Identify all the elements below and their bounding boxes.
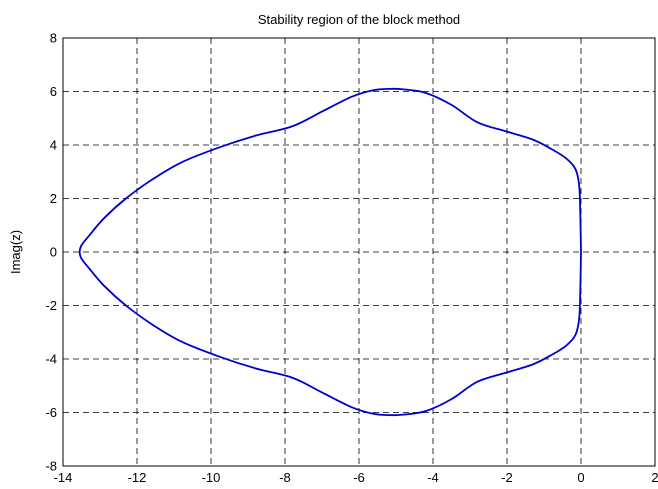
chart-title: Stability region of the block method <box>258 12 460 27</box>
x-tick-label: -2 <box>501 470 513 485</box>
y-tick-label: 8 <box>50 31 57 46</box>
y-tick-label: -6 <box>45 405 57 420</box>
y-axis-label: Imag(z) <box>8 230 23 274</box>
x-tick-label: 0 <box>577 470 584 485</box>
y-tick-label: -4 <box>45 352 57 367</box>
y-tick-label: 4 <box>50 138 57 153</box>
y-tick-label: -2 <box>45 298 57 313</box>
y-tick-label: 2 <box>50 191 57 206</box>
y-tick-label: -8 <box>45 459 57 474</box>
x-tick-label: -8 <box>279 470 291 485</box>
x-tick-label: -4 <box>427 470 439 485</box>
y-tick-label: 6 <box>50 84 57 99</box>
x-tick-label: -12 <box>128 470 147 485</box>
x-tick-label: -6 <box>353 470 365 485</box>
x-tick-label: -10 <box>202 470 221 485</box>
y-tick-label: 0 <box>50 245 57 260</box>
x-tick-label: 2 <box>651 470 658 485</box>
